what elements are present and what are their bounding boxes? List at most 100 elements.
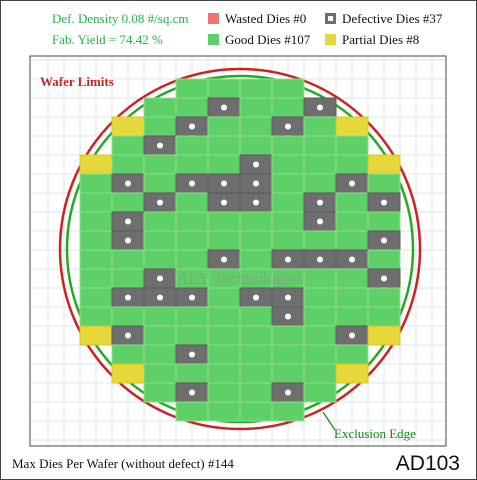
defect-dot <box>381 275 387 282</box>
die <box>143 344 177 365</box>
legend-swatch <box>208 34 219 45</box>
legend-label: Good Dies #107 <box>225 32 311 47</box>
die <box>207 363 241 384</box>
die <box>143 116 177 137</box>
die <box>271 325 305 346</box>
die <box>303 135 337 156</box>
defect-dot <box>157 275 163 282</box>
legend-swatch <box>325 34 336 45</box>
die <box>79 306 113 327</box>
die <box>335 116 369 137</box>
die <box>207 230 241 251</box>
die <box>175 401 209 422</box>
die <box>239 382 273 403</box>
die <box>367 211 401 232</box>
die <box>271 192 305 213</box>
watermark: ALY Technologies <box>177 269 304 288</box>
die <box>143 173 177 194</box>
die <box>207 116 241 137</box>
defect-density: Def. Density 0.08 #/sq.cm <box>52 11 188 26</box>
die <box>79 325 113 346</box>
die <box>271 154 305 175</box>
die <box>79 192 113 213</box>
legend-label: Wasted Dies #0 <box>225 11 306 26</box>
die <box>111 135 145 156</box>
die <box>335 211 369 232</box>
die <box>239 306 273 327</box>
defect-dot <box>221 180 227 187</box>
die <box>271 211 305 232</box>
die <box>175 154 209 175</box>
die <box>303 154 337 175</box>
die <box>111 344 145 365</box>
defect-dot <box>253 199 259 206</box>
die <box>143 230 177 251</box>
max-dies: Max Dies Per Wafer (without defect) #144 <box>12 456 234 471</box>
defect-dot <box>381 199 387 206</box>
legend-label: Defective Dies #37 <box>342 11 443 26</box>
defect-dot <box>189 294 195 301</box>
defect-dot <box>285 313 291 320</box>
die <box>111 306 145 327</box>
die <box>335 306 369 327</box>
defect-dot <box>381 237 387 244</box>
die <box>303 325 337 346</box>
die <box>271 344 305 365</box>
defect-dot <box>221 199 227 206</box>
defect-dot <box>285 294 291 301</box>
die <box>335 268 369 289</box>
die <box>239 344 273 365</box>
die <box>271 363 305 384</box>
defect-dot <box>221 256 227 263</box>
die-grid <box>79 78 401 422</box>
die <box>79 173 113 194</box>
die <box>239 230 273 251</box>
die <box>335 287 369 308</box>
die <box>271 97 305 118</box>
die <box>111 154 145 175</box>
defect-dot <box>253 161 259 168</box>
defect-dot <box>317 218 323 225</box>
defect-dot <box>125 294 131 301</box>
die <box>207 382 241 403</box>
die <box>207 135 241 156</box>
die <box>239 401 273 422</box>
die <box>271 173 305 194</box>
die <box>143 363 177 384</box>
die <box>207 344 241 365</box>
die <box>79 211 113 232</box>
die <box>143 306 177 327</box>
die <box>143 325 177 346</box>
defect-dot <box>349 256 355 263</box>
die <box>303 173 337 194</box>
die <box>111 249 145 270</box>
defect-dot <box>253 294 259 301</box>
die <box>207 211 241 232</box>
defect-dot <box>125 180 131 187</box>
die <box>143 154 177 175</box>
die <box>143 211 177 232</box>
product-code: AD103 <box>396 452 460 475</box>
die <box>207 154 241 175</box>
die <box>239 249 273 270</box>
die <box>79 249 113 270</box>
defect-dot <box>285 256 291 263</box>
wafer-limit-label: Wafer Limits <box>40 74 114 89</box>
defect-dot <box>317 199 323 206</box>
edge-pointer <box>322 411 336 431</box>
die <box>335 230 369 251</box>
die <box>111 192 145 213</box>
defect-dot <box>157 294 163 301</box>
die <box>175 363 209 384</box>
die <box>175 249 209 270</box>
die <box>239 135 273 156</box>
defect-dot <box>349 332 355 339</box>
die <box>175 135 209 156</box>
defect-dot <box>157 142 163 149</box>
die <box>79 154 113 175</box>
die <box>271 230 305 251</box>
die <box>207 325 241 346</box>
die <box>207 401 241 422</box>
die <box>335 154 369 175</box>
die <box>367 287 401 308</box>
